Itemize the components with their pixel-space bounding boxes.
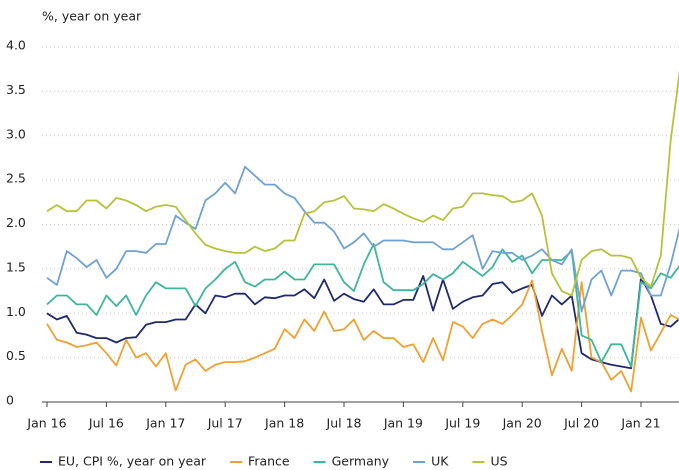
x-tick-label: Jul 18 (326, 416, 362, 431)
x-tick-label: Jan 21 (620, 416, 660, 431)
y-tick-label: 3.5 (6, 82, 26, 97)
y-tick-label: 1.5 (6, 259, 26, 274)
series-line (46, 165, 679, 313)
y-tick-label: 3.0 (6, 126, 26, 141)
y-tick-label: 0 (6, 393, 14, 408)
y-tick-label: 0.5 (6, 348, 26, 363)
x-tick-label: Jan 20 (502, 416, 542, 431)
legend-label: Germany (332, 454, 390, 469)
series-line (46, 243, 679, 368)
y-tick-label: 1.0 (6, 304, 26, 319)
legend-label: UK (431, 454, 449, 469)
x-tick-label: Jan 18 (264, 416, 304, 431)
lines (46, 70, 679, 393)
y-tick-label: 2.5 (6, 171, 26, 186)
x-tick-label: Jul 17 (207, 416, 243, 431)
x-tick-label: Jul 20 (563, 416, 599, 431)
legend-label: France (248, 454, 290, 469)
legend: EU, CPI %, year on year France Germany UK US (40, 454, 508, 469)
legend-label: US (490, 454, 507, 469)
legend-label: EU, CPI %, year on year (58, 454, 207, 469)
y-axis-label: %, year on year (42, 9, 142, 24)
x-tick-label: Jul 19 (444, 416, 480, 431)
x-tick-label: Jan 19 (383, 416, 423, 431)
x-tick-label: Jan 17 (145, 416, 185, 431)
grid: 0 0.5 1.0 1.5 2.0 2.5 3.0 3.5 4.0 Jan 16 Jul 16 Jan… (6, 38, 679, 431)
y-tick-label: 4.0 (6, 38, 26, 53)
series-line (46, 70, 679, 297)
x-tick-label: Jul 16 (88, 416, 124, 431)
series-line (46, 279, 679, 393)
series-line (46, 275, 679, 370)
x-tick-label: Jan 16 (26, 416, 66, 431)
y-tick-label: 2.0 (6, 215, 26, 230)
